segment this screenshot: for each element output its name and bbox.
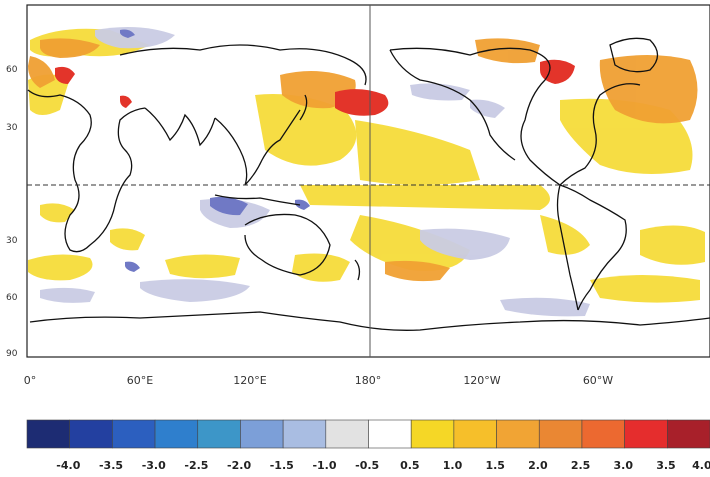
lon-label: 120°E: [233, 374, 266, 387]
colorbar-label: 3.5: [656, 459, 676, 472]
colorbar-label: 1.0: [443, 459, 463, 472]
colorbar-swatch: [453, 419, 497, 449]
anomaly-patch: [350, 215, 470, 271]
colorbar-label: 0.5: [400, 459, 420, 472]
colorbar-swatch: [581, 419, 625, 449]
anomaly-patch: [355, 120, 480, 185]
coastlines: [27, 37, 710, 331]
anomaly-patch: [599, 55, 698, 124]
colorbar-swatch: [325, 419, 369, 449]
colorbar-label: -1.0: [312, 459, 336, 472]
anomaly-patch: [410, 83, 470, 101]
lon-label: 180°: [355, 374, 382, 387]
coastline: [29, 311, 710, 331]
colorbar-label: -0.5: [355, 459, 379, 472]
coastline: [389, 49, 516, 161]
anomaly-patch: [300, 185, 550, 210]
coastline: [609, 37, 659, 73]
colorbar-swatch: [112, 419, 156, 449]
colorbar-swatch: [538, 419, 583, 449]
lon-label: 120°W: [463, 374, 500, 387]
colorbar-label: -2.0: [227, 459, 251, 472]
colorbar: -4.0 -3.5 -3.0 -2.5 -2.0 -1.5 -1.0 -0.5 0.5 1.0 1.…: [26, 419, 710, 472]
colorbar-label: 1.5: [485, 459, 505, 472]
anomaly-patch: [475, 38, 540, 64]
coastline: [214, 109, 301, 186]
anomaly-patch: [385, 260, 450, 282]
anomaly-fields: [28, 26, 705, 317]
colorbar-swatch: [197, 419, 241, 449]
anomaly-patch: [120, 95, 132, 108]
lat-label: 60: [6, 293, 18, 303]
anomaly-patch: [500, 297, 590, 317]
anomaly-patch: [40, 287, 95, 303]
anomaly-patch: [540, 215, 590, 255]
anomaly-patch: [55, 66, 75, 84]
anomaly-patch: [95, 26, 175, 49]
lat-label: 90: [6, 349, 18, 359]
anomaly-patch: [470, 99, 505, 118]
anomaly-patch: [295, 199, 310, 210]
colorbar-label: -4.0: [56, 459, 80, 472]
anomaly-patch: [40, 203, 75, 223]
anomaly-patch: [292, 253, 350, 282]
anomaly-patch: [140, 279, 250, 302]
lon-labels: 0° 60°E 120°E 180° 120°W 60°W: [24, 374, 614, 387]
anomaly-patch: [165, 254, 240, 279]
colorbar-label: -3.0: [142, 459, 166, 472]
anomaly-patch: [110, 228, 145, 251]
anomaly-patch: [335, 89, 389, 116]
colorbar-swatch: [154, 419, 199, 449]
colorbar-label: 4.0°C: [692, 459, 710, 472]
colorbar-label: 2.5: [571, 459, 591, 472]
anomaly-patch: [210, 196, 248, 216]
colorbar-label: -1.5: [270, 459, 294, 472]
coastline: [119, 44, 367, 86]
lat-labels: 60 30 30 60 90: [6, 65, 18, 359]
lat-label: 30: [6, 123, 18, 133]
anomaly-patch: [640, 225, 705, 265]
anomaly-patch: [255, 94, 357, 166]
colorbar-label: 3.0: [614, 459, 634, 472]
colorbar-swatch: [282, 419, 327, 449]
coastline: [214, 194, 301, 206]
colorbar-swatch: [368, 419, 412, 449]
anomaly-patch: [40, 38, 100, 58]
colorbar-swatch: [26, 419, 70, 449]
lat-label: 30: [6, 236, 18, 246]
anomaly-patch: [540, 59, 575, 84]
colorbar-label: -3.5: [99, 459, 123, 472]
anomaly-patch: [420, 228, 510, 260]
coastline: [299, 94, 308, 121]
coastline: [144, 107, 216, 147]
coastline: [559, 184, 627, 311]
colorbar-label: -2.5: [184, 459, 208, 472]
coastline: [27, 89, 146, 253]
colorbar-swatch: [69, 419, 113, 449]
anomaly-patch: [28, 254, 93, 281]
colorbar-swatch: [624, 419, 668, 449]
anomaly-patch: [120, 29, 135, 38]
lon-label: 0°: [24, 374, 37, 387]
lon-label: 60°E: [127, 374, 153, 387]
anomaly-patch: [590, 275, 700, 303]
colorbar-swatch: [496, 419, 540, 449]
coastline: [244, 213, 331, 276]
colorbar-swatch: [667, 419, 710, 449]
colorbar-swatch: [240, 419, 284, 449]
anomaly-patch: [28, 56, 55, 88]
coastline: [389, 47, 641, 186]
anomaly-patch: [125, 261, 140, 272]
coastline: [354, 259, 361, 281]
colorbar-label: 2.0: [528, 459, 548, 472]
lon-label: 60°W: [583, 374, 613, 387]
lat-label: 60: [6, 65, 18, 75]
colorbar-swatch: [410, 419, 455, 449]
coastline: [556, 184, 579, 311]
